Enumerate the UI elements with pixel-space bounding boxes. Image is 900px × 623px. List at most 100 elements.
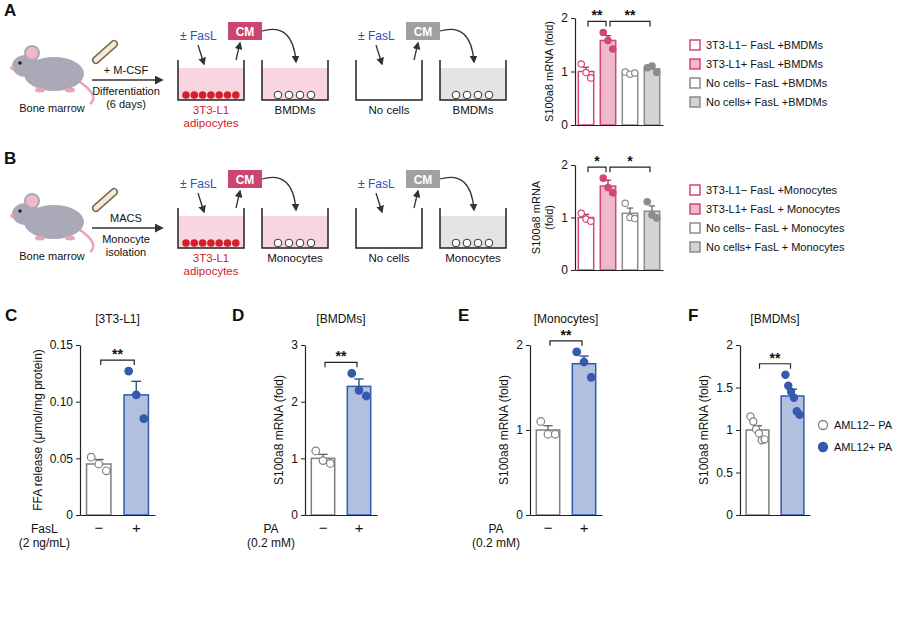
adipocyte: [232, 239, 240, 247]
bone-fill: [96, 192, 114, 208]
x-axis: −+: [306, 516, 378, 536]
bar: [536, 430, 559, 515]
macrophage: [452, 239, 460, 247]
bar: [347, 386, 370, 515]
x-axis: [741, 515, 811, 516]
x-tick-label: +: [132, 519, 141, 536]
y-tick: 0: [516, 508, 530, 522]
chart: 012S100a8 mRNA(fold)**: [530, 153, 663, 277]
adipocyte: [224, 239, 232, 247]
data-point: [755, 430, 762, 437]
y-tick-label: 0.15: [50, 338, 74, 352]
legend: 3T3-L1− FasL +Monocytes3T3-L1+ FasL + Mo…: [690, 184, 845, 253]
macrophage: [296, 91, 304, 99]
well-label: No cells: [369, 252, 410, 264]
y-tick: 2: [561, 158, 575, 172]
x-axis-title-line: (0.2 mM): [247, 536, 295, 550]
well-medium: [262, 68, 328, 100]
legend: AML12− PAAML12+ PA: [819, 419, 893, 453]
adipocyte: [232, 91, 240, 99]
data-point: [605, 184, 611, 190]
y-axis-line: [575, 166, 576, 271]
data-point: [790, 394, 797, 401]
legend-marker: [690, 78, 700, 88]
well: [440, 208, 506, 248]
mouse-nose: [10, 66, 14, 70]
well: [356, 60, 422, 100]
y-tick: 2: [516, 338, 530, 352]
legend-label: No cells− FasL + Monocytes: [706, 222, 845, 234]
well-label: Monocytes: [445, 252, 501, 264]
well-medium: [440, 216, 506, 248]
medium-box: [228, 170, 262, 188]
data-point: [140, 415, 148, 423]
medium-box: [406, 22, 440, 40]
y-tick: 1: [561, 211, 575, 225]
process-arrow: [92, 79, 162, 81]
step-label: (6 days): [106, 98, 146, 110]
legend: 3T3-L1− FasL +BMDMs3T3-L1+ FasL +BMDMsNo…: [690, 39, 828, 108]
legend-marker: [690, 223, 700, 233]
data-point: [782, 371, 789, 378]
step-label: Monocyte: [102, 233, 150, 245]
data-point: [649, 63, 655, 69]
legend-label: 3T3-L1− FasL +Monocytes: [706, 184, 838, 196]
macrophage: [274, 91, 282, 99]
legend-label: AML12+ PA: [834, 441, 893, 453]
mouse-ear: [25, 194, 39, 208]
well: [356, 208, 422, 248]
y-tick: 0.15: [50, 338, 80, 352]
y-tick-label: 0.05: [50, 452, 74, 466]
well: [178, 208, 244, 248]
step-label: MACS: [110, 212, 142, 224]
data-point: [544, 430, 552, 438]
well-label: No cells: [369, 104, 410, 116]
chart: [BMDMs]00.511.52S100a8 mRNA (fold)**: [697, 312, 810, 522]
data-point: [125, 367, 133, 375]
mouse-foot: [65, 236, 75, 241]
bar: [311, 458, 334, 515]
y-axis: 0123: [291, 338, 305, 522]
transfer-arrow: [262, 177, 296, 210]
y-tick-label: 1: [561, 211, 568, 225]
bar: [578, 72, 593, 126]
legend-marker: [690, 40, 700, 50]
y-tick: 0: [561, 263, 575, 277]
well-label: 3T3-L1: [193, 104, 229, 116]
adipocyte: [215, 91, 223, 99]
y-tick-mark: [571, 72, 575, 73]
y-axis: 00.050.100.15: [50, 338, 81, 522]
y-tick: 1: [291, 452, 305, 466]
y-tick-label: 2: [516, 338, 523, 352]
error-bar: [651, 206, 652, 211]
data-point: [600, 175, 606, 181]
y-tick: 0.05: [50, 452, 80, 466]
y-tick-label: 0: [291, 508, 298, 522]
data-point: [761, 436, 768, 443]
error-bar: [629, 208, 630, 213]
y-axis-line: [305, 346, 306, 516]
bar: [87, 464, 111, 515]
panel-letter: B: [4, 149, 16, 168]
x-axis-title-line: PA: [488, 522, 503, 536]
data-point: [578, 210, 584, 216]
x-axis-title-line: (2 ng/mL): [19, 536, 70, 550]
well-label: BMDMs: [453, 104, 494, 116]
data-point: [551, 430, 559, 438]
medium-label: CM: [414, 25, 433, 39]
adipocyte: [182, 91, 190, 99]
treatment-label: ± FasL: [180, 29, 217, 43]
medium-label: CM: [236, 25, 255, 39]
y-tick-mark: [76, 345, 80, 346]
y-tick-label: 0.5: [716, 466, 733, 480]
well-label: Monocytes: [267, 252, 323, 264]
x-axis-title: PA(0.2 mM): [472, 522, 520, 550]
collect-arrow: [236, 191, 240, 208]
x-axis-line: [81, 515, 156, 516]
bar: [746, 430, 769, 515]
plot-area: [311, 370, 370, 515]
treatment-arrow: [198, 193, 204, 212]
collect-arrow: [236, 43, 240, 60]
y-tick-mark: [736, 473, 740, 474]
mouse-icon: [10, 194, 93, 252]
